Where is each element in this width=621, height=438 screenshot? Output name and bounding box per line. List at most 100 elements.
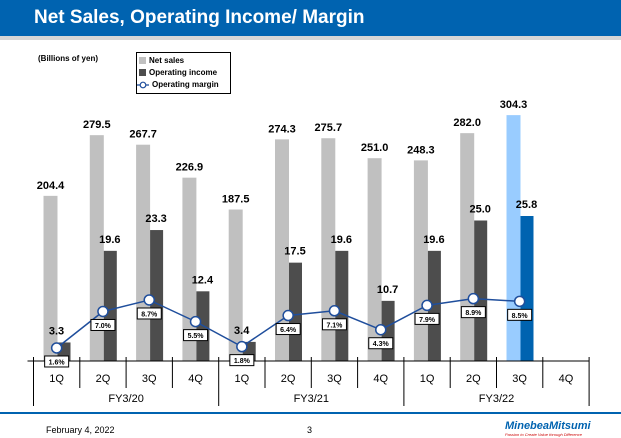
operating-margin-point xyxy=(143,294,155,306)
operating-margin-point xyxy=(97,305,109,318)
net-sales-bar xyxy=(89,135,104,361)
legend-swatch xyxy=(139,69,146,76)
page-number: 3 xyxy=(307,425,313,435)
operating-income-bar xyxy=(289,262,302,361)
margin-label-box xyxy=(275,323,301,336)
net-sales-bar xyxy=(460,133,475,361)
margin-label-box xyxy=(229,354,255,367)
margin-label-box xyxy=(507,308,533,321)
operating-margin-label: 4.3% xyxy=(373,341,390,348)
net-sales-label: 274.3 xyxy=(268,123,296,135)
operating-margin-label: 8.9% xyxy=(465,310,482,317)
operating-margin-point xyxy=(421,299,433,312)
operating-margin-point xyxy=(282,309,294,322)
quarter-label: 1Q xyxy=(235,373,250,385)
net-sales-label: 279.5 xyxy=(83,119,111,131)
net-sales-label: 282.0 xyxy=(453,117,481,129)
margin-label-box xyxy=(44,355,70,368)
net-sales-bar xyxy=(321,138,336,361)
operating-margin-point xyxy=(236,340,248,353)
net-sales-label: 275.7 xyxy=(315,122,343,134)
operating-margin-label: 1.8% xyxy=(234,358,251,365)
operating-margin-label: 7.0% xyxy=(95,323,112,330)
net-sales-bar xyxy=(228,209,243,361)
operating-income-bar xyxy=(150,230,164,361)
operating-income-bar xyxy=(474,220,488,361)
fiscal-year-label: FY3/22 xyxy=(479,393,514,405)
operating-margin-label: 7.1% xyxy=(326,322,343,329)
operating-income-bar xyxy=(427,250,441,361)
margin-label-box xyxy=(90,318,116,331)
operating-income-label: 3.4 xyxy=(234,325,250,337)
margin-label-box xyxy=(460,306,486,319)
operating-margin-point xyxy=(467,292,480,305)
net-sales-bar xyxy=(367,158,382,361)
title-bar xyxy=(0,0,621,36)
margin-label-box xyxy=(321,318,347,331)
operating-margin-label: 7.9% xyxy=(419,317,436,324)
quarter-label: 2Q xyxy=(96,373,111,385)
operating-income-label: 23.3 xyxy=(145,213,166,225)
logo: MinebeaMitsumi xyxy=(505,420,591,432)
operating-margin-label: 8.5% xyxy=(512,313,529,320)
quarter-label: 4Q xyxy=(188,373,203,385)
operating-income-label: 17.5 xyxy=(284,246,305,258)
operating-margin-point xyxy=(189,315,202,328)
legend: Net sales Operating income Operating mar… xyxy=(136,52,231,94)
operating-margin-label: 1.6% xyxy=(49,359,66,366)
operating-income-label: 19.6 xyxy=(331,234,352,246)
quarter-label: 2Q xyxy=(466,373,481,385)
line-marker-icon xyxy=(137,81,149,88)
operating-income-bar xyxy=(335,250,349,361)
operating-income-label: 12.4 xyxy=(192,274,214,286)
footer-date: February 4, 2022 xyxy=(46,425,115,435)
margin-label-box xyxy=(368,337,394,350)
net-sales-label: 204.4 xyxy=(37,180,65,192)
net-sales-label: 251.0 xyxy=(361,142,389,154)
quarter-label: 3Q xyxy=(327,373,342,385)
quarter-label: 3Q xyxy=(512,373,527,385)
legend-swatch xyxy=(139,57,146,64)
quarter-label: 1Q xyxy=(49,373,64,385)
operating-income-label: 25.8 xyxy=(516,199,537,211)
net-sales-bar xyxy=(182,177,197,361)
quarter-label: 4Q xyxy=(559,373,574,385)
legend-net-sales: Net sales xyxy=(139,56,184,65)
logo-tagline: Passion to Create Value through Differen… xyxy=(505,432,583,437)
quarter-label: 3Q xyxy=(142,373,157,385)
net-sales-bar xyxy=(275,139,289,361)
fiscal-year-label: FY3/20 xyxy=(108,393,143,405)
operating-margin-label: 8.7% xyxy=(141,311,158,318)
operating-margin-label: 6.4% xyxy=(280,327,297,334)
fiscal-year-label: FY3/21 xyxy=(294,393,329,405)
legend-operating-income: Operating income xyxy=(139,68,217,77)
net-sales-label: 248.3 xyxy=(407,144,435,156)
operating-margin-point xyxy=(50,342,63,354)
net-sales-label: 226.9 xyxy=(176,162,204,174)
operating-income-label: 10.7 xyxy=(377,284,398,296)
margin-label-box xyxy=(183,329,209,342)
page-title: Net Sales, Operating Income/ Margin xyxy=(34,7,365,28)
quarter-label: 2Q xyxy=(281,373,296,385)
operating-income-label: 19.6 xyxy=(423,234,444,246)
quarter-label: 4Q xyxy=(373,373,388,385)
footer-line xyxy=(0,412,621,414)
net-sales-bar xyxy=(43,195,58,361)
operating-income-label: 25.0 xyxy=(469,204,490,216)
net-sales-bar xyxy=(413,160,428,361)
margin-label-box xyxy=(136,307,162,320)
title-bar-strip xyxy=(0,36,621,40)
net-sales-bar xyxy=(506,115,521,361)
operating-margin-point xyxy=(328,305,341,317)
net-sales-bar xyxy=(136,144,151,361)
net-sales-label: 187.5 xyxy=(222,194,250,206)
net-sales-label: 304.3 xyxy=(500,99,528,111)
net-sales-label: 267.7 xyxy=(129,129,157,141)
operating-margin-point xyxy=(375,323,387,336)
operating-income-bar xyxy=(520,216,534,361)
quarter-label: 1Q xyxy=(420,373,435,385)
operating-margin-point xyxy=(513,295,526,308)
unit-label: (Billions of yen) xyxy=(38,54,98,63)
operating-margin-label: 5.5% xyxy=(188,333,205,340)
